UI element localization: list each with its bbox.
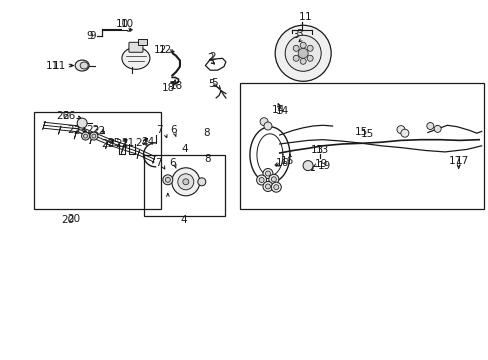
Text: 10: 10 [121,19,134,30]
Text: 22: 22 [92,126,105,136]
Text: 11: 11 [53,60,66,71]
Text: 15: 15 [360,129,373,139]
Circle shape [400,129,408,137]
Circle shape [298,48,307,58]
Text: 20: 20 [61,215,74,225]
Circle shape [263,168,272,179]
Circle shape [183,179,188,185]
Text: 17: 17 [448,156,462,166]
Text: 11: 11 [46,60,60,71]
Circle shape [271,177,276,182]
Bar [34,112,161,209]
Text: 16: 16 [281,156,294,166]
Circle shape [77,118,87,128]
Text: 20: 20 [67,214,81,224]
Circle shape [171,168,200,196]
Circle shape [306,45,312,51]
Circle shape [265,184,270,189]
Text: 16: 16 [275,158,289,168]
Circle shape [263,181,272,192]
Circle shape [92,134,96,138]
Bar [138,39,146,45]
Circle shape [275,25,330,81]
Circle shape [426,122,433,130]
Circle shape [396,126,404,134]
Text: 1: 1 [298,12,305,22]
Circle shape [265,171,270,176]
Text: 1: 1 [304,12,311,22]
Text: 14: 14 [271,105,285,115]
Circle shape [165,177,170,182]
Circle shape [300,58,305,64]
Text: 24: 24 [141,137,154,147]
Text: 26: 26 [62,111,76,121]
Circle shape [260,118,267,126]
Text: 24: 24 [135,138,148,148]
Text: 21: 21 [121,138,134,148]
Bar [239,83,483,209]
Text: 25: 25 [107,138,121,148]
Text: 17: 17 [455,156,468,166]
Text: 6: 6 [168,158,175,168]
Text: 5: 5 [207,78,214,89]
Text: 18: 18 [170,81,183,91]
Text: 3: 3 [295,29,302,39]
Text: 5: 5 [211,78,218,88]
Text: 12: 12 [159,45,172,55]
Text: 4: 4 [180,215,186,225]
Circle shape [81,132,89,140]
Text: 13: 13 [310,145,324,156]
Text: 18: 18 [162,83,175,93]
Circle shape [178,174,193,190]
Text: 6: 6 [170,125,177,135]
Text: 26: 26 [56,111,69,121]
FancyBboxPatch shape [129,42,142,52]
Text: 13: 13 [315,145,328,156]
Circle shape [271,182,281,192]
Text: 2: 2 [206,53,213,63]
Circle shape [285,35,321,71]
Circle shape [268,174,278,184]
Circle shape [90,132,98,140]
Circle shape [83,134,87,138]
Circle shape [293,45,299,51]
Ellipse shape [75,60,89,71]
Text: 8: 8 [203,128,209,138]
Circle shape [306,55,312,61]
Circle shape [303,161,312,171]
Circle shape [256,175,266,185]
Text: 8: 8 [204,154,211,164]
Circle shape [264,122,271,130]
Bar [144,155,224,216]
Text: 7: 7 [156,125,163,135]
Circle shape [273,185,278,190]
Text: 23: 23 [73,126,86,136]
Text: 23: 23 [67,125,81,135]
Text: 2: 2 [209,52,216,62]
Circle shape [293,55,299,61]
Text: 3: 3 [292,30,299,40]
Text: 25: 25 [101,139,114,149]
Text: 12: 12 [153,45,167,55]
Circle shape [259,177,264,183]
Text: 19: 19 [314,159,328,169]
Text: 9: 9 [89,31,96,41]
Text: 7: 7 [154,158,161,168]
Text: 15: 15 [354,127,368,138]
Text: 4: 4 [182,144,188,154]
Text: 21: 21 [115,139,129,149]
Text: 22: 22 [86,125,100,135]
Circle shape [198,178,205,186]
Ellipse shape [122,47,150,69]
Circle shape [163,175,172,185]
Ellipse shape [80,62,88,69]
Text: 10: 10 [116,19,128,30]
Circle shape [433,125,440,132]
Text: 9: 9 [86,31,93,41]
Text: 14: 14 [276,106,289,116]
Circle shape [300,42,305,48]
Text: 19: 19 [317,161,330,171]
